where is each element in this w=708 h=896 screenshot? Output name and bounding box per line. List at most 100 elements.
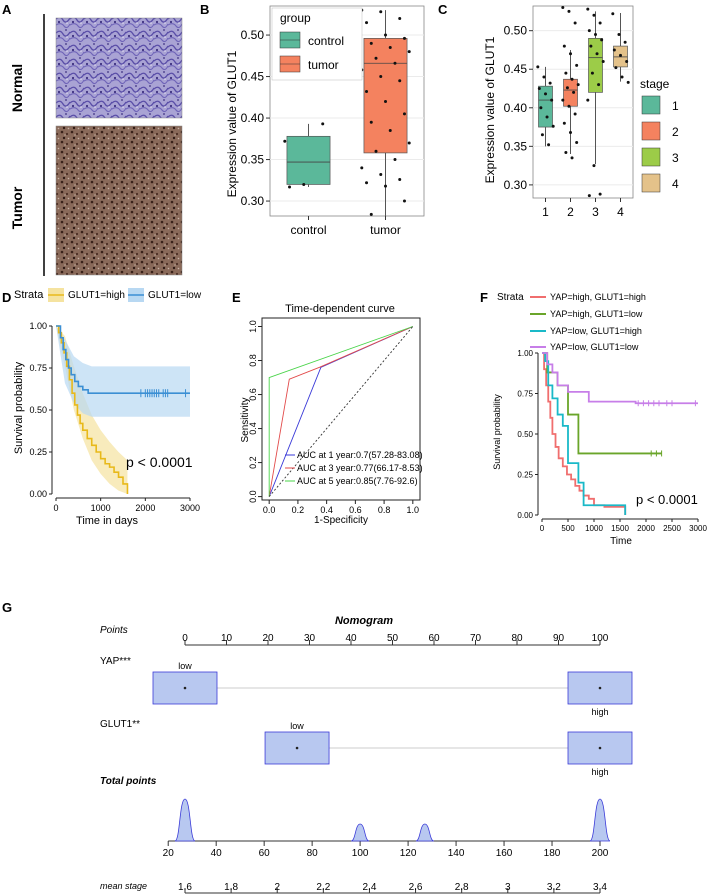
f-ytick-label: 1.00 xyxy=(517,349,533,358)
c-point xyxy=(612,48,616,52)
b-point xyxy=(365,181,369,185)
c-point xyxy=(597,83,601,87)
c-point xyxy=(537,87,541,91)
b-box-control xyxy=(286,135,331,185)
panel-c: C Expression value of GLUT1 0.30 0.35 0.40… xyxy=(438,2,679,219)
d-axes: 0.00 0.25 0.50 0.75 1.00 0 1000 2000 3000 xyxy=(29,321,200,513)
c-point xyxy=(544,92,547,96)
b-point xyxy=(388,129,392,133)
b-point xyxy=(283,139,287,143)
d-pvalue: p < 0.0001 xyxy=(126,454,193,470)
g-total-density-peak xyxy=(415,823,435,842)
b-point xyxy=(374,56,378,60)
c-box-3 xyxy=(588,38,603,93)
c-point xyxy=(539,106,543,110)
panel-d: D Strata GLUT1=high GLUT1=low Survival p… xyxy=(2,288,202,527)
b-point xyxy=(384,33,387,37)
panel-b: B Expression value of GLUT1 0.30 0.35 0.40… xyxy=(200,2,425,237)
e-curve-2 xyxy=(268,326,413,497)
c-point xyxy=(540,133,544,137)
g-glut1-box-high xyxy=(567,731,633,765)
f-xtick-label: 3000 xyxy=(689,524,707,533)
g-yap-box-high xyxy=(567,671,633,705)
c-point xyxy=(564,151,568,155)
g-row-mean-stage: mean stage xyxy=(100,881,147,891)
c-point xyxy=(611,12,615,16)
c-point xyxy=(545,115,549,119)
b-point xyxy=(388,46,392,50)
c-xtick-label: 3 xyxy=(592,205,599,219)
c-point xyxy=(598,21,602,25)
b-ytick-label: 0.45 xyxy=(241,70,265,84)
b-ytick-label: 0.40 xyxy=(241,111,265,125)
b-point xyxy=(369,41,373,45)
c-legend-label-3: 3 xyxy=(672,151,679,165)
c-point xyxy=(550,98,554,102)
c-legend-label-2: 2 xyxy=(672,125,679,139)
g-points-tick-label: 80 xyxy=(511,633,523,644)
g-total-density-peak xyxy=(350,823,370,842)
b-point xyxy=(398,177,402,181)
b-point xyxy=(402,199,406,203)
c-point xyxy=(626,80,630,84)
d-ytick-label: 0.25 xyxy=(29,447,47,457)
g-total-tick-label: 40 xyxy=(211,848,223,859)
f-legend-title: Strata xyxy=(497,292,524,303)
e-xtick-label: 0.8 xyxy=(378,505,391,515)
row-label-normal: Normal xyxy=(9,64,25,112)
c-point xyxy=(601,60,605,64)
panel-letter-e: E xyxy=(232,290,241,305)
d-legend-label-high: GLUT1=high xyxy=(68,290,125,301)
b-point xyxy=(365,89,369,93)
b-box-tumor xyxy=(363,38,408,154)
panel-letter-g: G xyxy=(2,600,12,615)
d-xtick-label: 2000 xyxy=(135,503,155,513)
c-xtick-label: 1 xyxy=(542,205,549,219)
c-ytick-label: 0.30 xyxy=(504,178,528,192)
d-legend-title: Strata xyxy=(14,289,44,301)
g-stage-tick-label: 2.4 xyxy=(362,882,376,893)
f-ytick-label: 0.50 xyxy=(517,430,533,439)
f-xtick-label: 1000 xyxy=(585,524,603,533)
d-xtick-label: 0 xyxy=(53,503,58,513)
e-ytick-label: 1.0 xyxy=(248,320,258,333)
b-point xyxy=(360,166,364,170)
e-legend: AUC at 1 year:0.7(57.28-83.08) AUC at 3 … xyxy=(285,450,423,486)
e-legend-label-2: AUC at 3 year:0.77(66.17-8.53) xyxy=(297,463,423,473)
d-ytick-label: 1.00 xyxy=(29,321,47,331)
b-point xyxy=(398,79,402,83)
c-point xyxy=(587,194,591,198)
c-point xyxy=(575,140,579,144)
b-xtick-label: tumor xyxy=(370,223,401,237)
c-point xyxy=(561,98,565,102)
f-curve-0 xyxy=(542,352,627,515)
g-total-tick-label: 200 xyxy=(592,848,609,859)
e-ytick-label: 0.4 xyxy=(248,422,258,435)
c-point xyxy=(562,44,566,48)
g-total-tick-label: 160 xyxy=(496,848,513,859)
g-total-density-peak xyxy=(589,798,611,842)
f-legend-label-2: YAP=high, GLUT1=low xyxy=(550,309,643,319)
f-xtick-label: 2000 xyxy=(637,524,655,533)
c-ylabel: Expression value of GLUT1 xyxy=(483,36,497,183)
f-ytick-label: 0.00 xyxy=(517,511,533,520)
panel-letter-f: F xyxy=(480,290,488,305)
e-xtick-label: 0.2 xyxy=(292,505,305,515)
c-point xyxy=(625,60,629,64)
g-row-points: Points xyxy=(100,625,128,636)
panel-f: F Strata YAP=high, GLUT1=high YAP=high, … xyxy=(480,290,707,547)
c-point xyxy=(614,66,618,70)
g-stage-tick-label: 3 xyxy=(505,882,511,893)
b-point xyxy=(393,158,397,162)
c-point xyxy=(623,40,627,44)
image-tumor-tissue xyxy=(55,125,183,276)
e-ytick-label: 0.8 xyxy=(248,354,258,367)
c-point xyxy=(570,156,574,160)
c-point xyxy=(595,52,599,56)
e-xtick-label: 0.0 xyxy=(263,505,276,515)
c-xtick-label: 2 xyxy=(567,205,574,219)
g-stage-tick-label: 2.2 xyxy=(316,882,330,893)
e-ytick-label: 0.0 xyxy=(248,490,258,503)
g-points-tick-label: 10 xyxy=(221,633,233,644)
f-ytick-label: 0.75 xyxy=(517,390,533,399)
